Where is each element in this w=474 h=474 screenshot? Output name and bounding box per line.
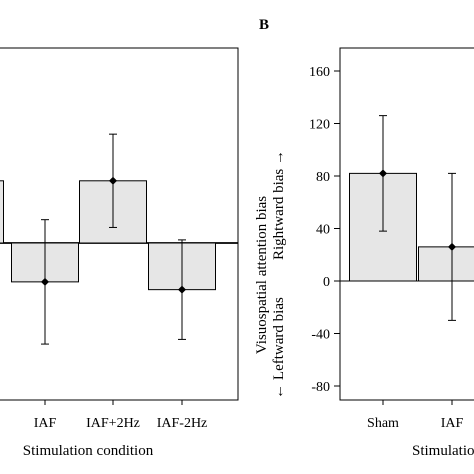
panel-b: B -80 -40 0 40 80 120 160 Sham IAF Stimulation … xyxy=(254,17,474,459)
y-tick-label-b-2: 0 xyxy=(323,275,330,290)
mean-marker-b-0 xyxy=(379,169,387,178)
y-tick-label-b-1: -40 xyxy=(311,328,330,343)
mean-marker-a-2 xyxy=(109,176,117,185)
y-tick-label-b-5: 120 xyxy=(309,118,330,133)
bar-a-0 xyxy=(0,180,4,244)
panel-letter-b: B xyxy=(259,17,269,33)
category-label-a-2: IAF+2Hz xyxy=(86,416,140,431)
y-axis-title-b: Visuospatial attention bias xyxy=(254,196,270,354)
category-label-b-0: Sham xyxy=(367,416,399,431)
y-axis-ticks-b: -80 -40 0 40 80 120 160 xyxy=(309,65,340,395)
x-axis-title-a: Stimulation condition xyxy=(23,443,154,459)
y-axis-positive-label-b: Rightward bias → xyxy=(271,150,287,260)
plot-frame-b xyxy=(339,47,474,401)
x-axis-title-b: Stimulation condition xyxy=(412,443,474,459)
bars-b xyxy=(349,115,474,321)
mean-marker-a-1 xyxy=(41,277,49,286)
panel-a: IAF IAF+2Hz IAF-2Hz Stimulation condition xyxy=(0,47,239,459)
category-labels-b: Sham IAF xyxy=(367,400,463,431)
category-label-b-1: IAF xyxy=(441,416,464,431)
category-label-a-3: IAF-2Hz xyxy=(157,416,208,431)
y-axis-negative-label-b: ← Leftward bias xyxy=(271,297,287,399)
plot-frame-a xyxy=(0,47,239,401)
y-tick-label-b-0: -80 xyxy=(311,380,330,395)
y-tick-label-b-6: 160 xyxy=(309,65,330,80)
category-labels-a: IAF IAF+2Hz IAF-2Hz xyxy=(34,400,208,431)
mean-marker-b-1 xyxy=(448,242,456,251)
mean-marker-a-3 xyxy=(178,285,186,294)
bars-a xyxy=(0,133,216,345)
category-label-a-1: IAF xyxy=(34,416,57,431)
y-tick-label-b-3: 40 xyxy=(316,223,330,238)
y-tick-label-b-4: 80 xyxy=(316,170,330,185)
bar-b-1 xyxy=(418,246,474,282)
